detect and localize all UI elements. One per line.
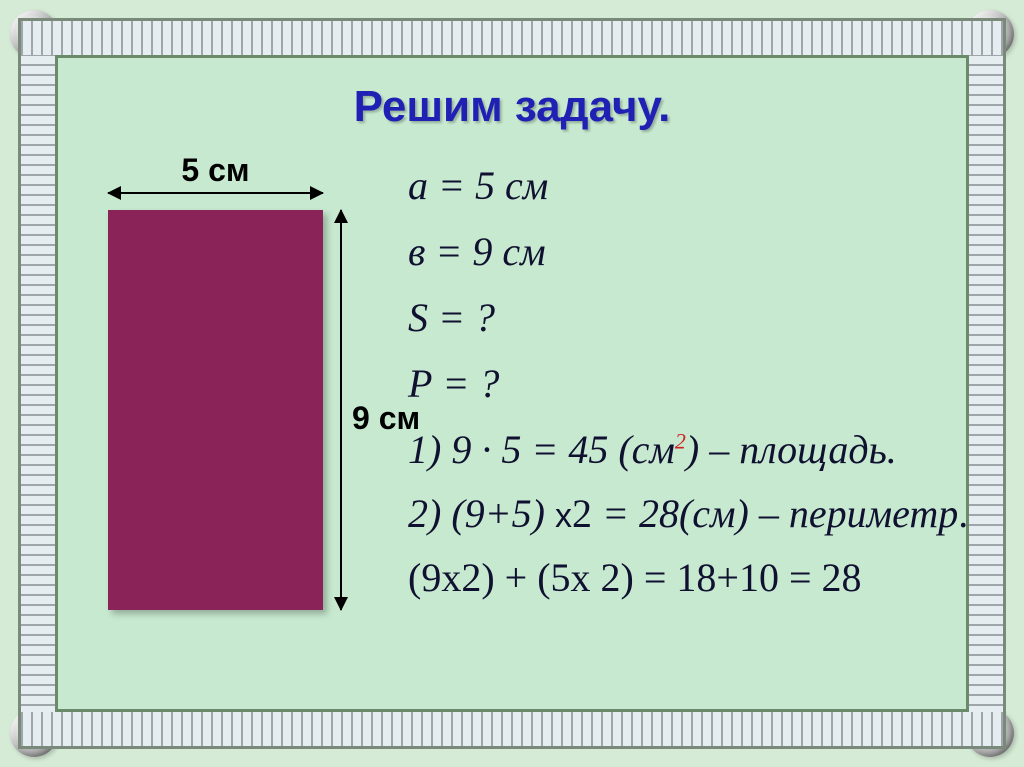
rectangle-figure: 5 см 9 см [88,140,388,660]
height-dimension-line [340,210,342,610]
step2-prefix: 2) (9+5) [408,491,555,536]
step1-exponent: 2 [675,429,686,454]
given-p: Р = ? [408,356,968,412]
step2-times: х [555,497,572,535]
width-dimension-line [108,192,323,194]
step2-dot: . [958,491,968,536]
step-2: 2) (9+5) х2 = 28(см) – периметр. [408,486,968,542]
slide-panel: Решим задачу. 5 см 9 см а = 5 см в = 9 с… [55,55,969,712]
math-block: а = 5 см в = 9 см S = ? Р = ? 1) 9 · 5 =… [408,140,968,614]
width-dimension-label: 5 см [108,152,323,189]
step2-two: 2 [572,491,602,536]
step-3: (9х2) + (5х 2) = 18+10 = 28 [408,550,968,606]
slide-outer-frame: Решим задачу. 5 см 9 см а = 5 см в = 9 с… [0,0,1024,767]
rectangle-shape [108,210,323,610]
given-s: S = ? [408,290,968,346]
step-1: 1) 9 · 5 = 45 (см2) – площадь. [408,422,968,478]
given-a: а = 5 см [408,158,968,214]
given-b: в = 9 см [408,224,968,280]
step1-prefix: 1) 9 · 5 = 45 (см [408,427,675,472]
hatched-border: Решим задачу. 5 см 9 см а = 5 см в = 9 с… [18,18,1006,749]
step1-suffix: ) – площадь. [686,427,897,472]
step2-mid: = 28(см) – периметр [602,491,958,536]
height-dimension-label: 9 см [352,400,420,437]
slide-content: 5 см 9 см а = 5 см в = 9 см S = ? Р = ? … [88,140,936,660]
slide-title: Решим задачу. [88,82,936,132]
